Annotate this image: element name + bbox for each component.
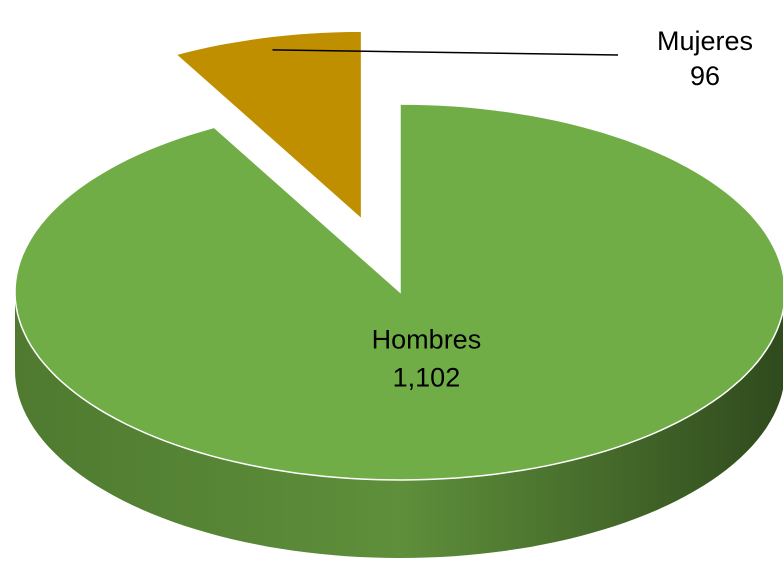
leader-line [272,49,619,56]
data-label: Hombres [372,324,482,354]
data-label: Mujeres [657,26,753,56]
slice [174,30,363,221]
data-label: 96 [690,61,720,91]
data-label: 1,102 [393,362,461,392]
slice-side [15,292,783,558]
slice [14,103,783,481]
